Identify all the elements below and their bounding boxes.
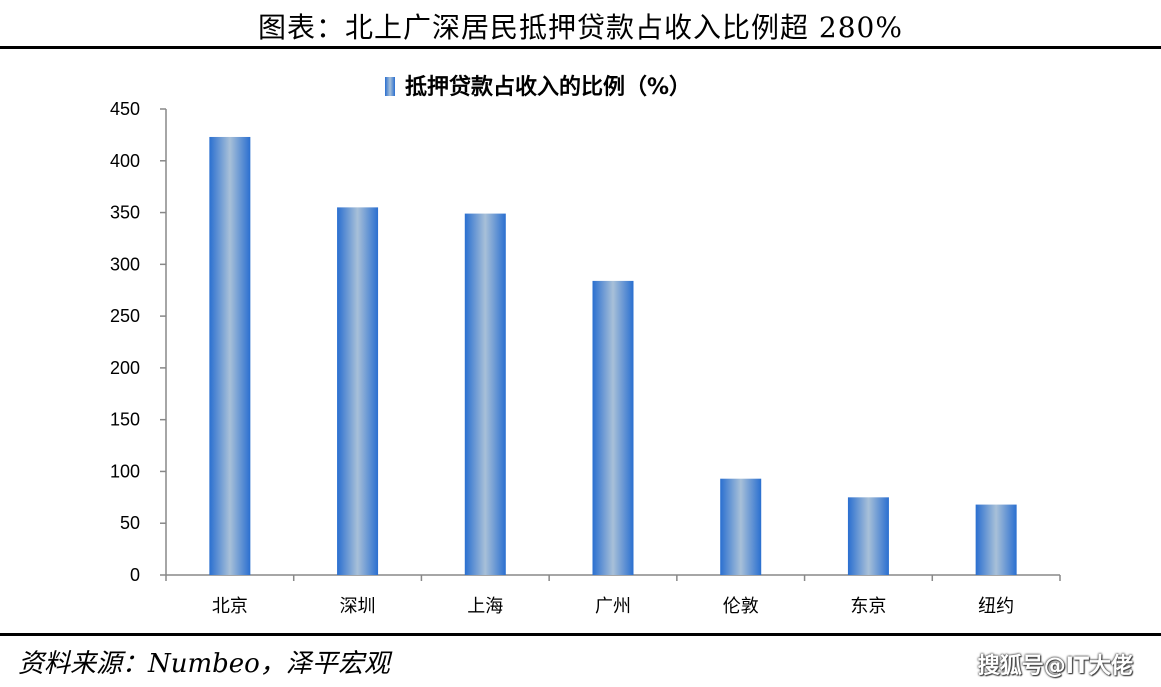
x-category-label: 广州 (595, 596, 631, 617)
bar (464, 213, 506, 575)
bar (847, 497, 889, 575)
bar (720, 478, 762, 575)
legend: 抵押贷款占收入的比例（%） (385, 74, 691, 100)
bar-chart: 抵押贷款占收入的比例（%） 0 50 100 150 200 250 300 350 400 45… (110, 74, 1061, 617)
x-category-label: 上海 (467, 596, 503, 617)
bar (592, 280, 634, 575)
y-tick-label: 300 (110, 254, 140, 274)
bar (975, 504, 1017, 575)
y-tick-label: 100 (110, 461, 140, 481)
legend-label: 抵押贷款占收入的比例（%） (405, 74, 691, 100)
y-tick-label: 0 (130, 565, 140, 585)
source-rule (0, 633, 1161, 636)
y-tick-label: 350 (110, 203, 140, 223)
title-rule (0, 46, 1161, 49)
watermark: 搜狐号@IT大佬 (977, 654, 1133, 679)
bar (209, 136, 251, 575)
y-tick-label: 50 (120, 513, 140, 533)
legend-swatch (385, 77, 395, 96)
x-category-label: 伦敦 (723, 596, 759, 617)
source-note: 资料来源：Numbeo，泽平宏观 (18, 649, 390, 679)
x-category-label: 东京 (850, 596, 886, 617)
bar (337, 207, 379, 575)
y-tick-label: 400 (110, 151, 140, 171)
x-category-label: 纽约 (978, 596, 1014, 617)
y-tick-label: 450 (110, 99, 140, 119)
page-title: 图表：北上广深居民抵押贷款占收入比例超 280% (258, 11, 903, 44)
y-tick-label: 150 (110, 410, 140, 430)
x-category-label: 深圳 (340, 596, 376, 617)
x-category-label: 北京 (212, 596, 248, 617)
y-tick-label: 200 (110, 358, 140, 378)
y-tick-label: 250 (110, 306, 140, 326)
